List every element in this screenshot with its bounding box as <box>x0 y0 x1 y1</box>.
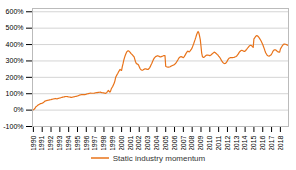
svg-text:1991: 1991 <box>38 135 45 150</box>
svg-text:500%: 500% <box>6 24 24 31</box>
svg-text:100%: 100% <box>6 90 24 97</box>
svg-text:2014: 2014 <box>241 135 248 150</box>
svg-text:2017: 2017 <box>268 135 275 150</box>
svg-text:0%: 0% <box>13 106 23 113</box>
svg-text:2005: 2005 <box>162 135 169 150</box>
svg-text:2006: 2006 <box>171 135 178 150</box>
svg-text:2016: 2016 <box>259 135 266 150</box>
svg-text:1994: 1994 <box>65 135 72 150</box>
svg-text:600%: 600% <box>6 8 24 15</box>
svg-text:1990: 1990 <box>30 135 37 150</box>
svg-text:400%: 400% <box>6 41 24 48</box>
svg-text:300%: 300% <box>6 57 24 64</box>
svg-text:2008: 2008 <box>188 135 195 150</box>
svg-text:1997: 1997 <box>91 135 98 150</box>
svg-text:2002: 2002 <box>135 135 142 150</box>
svg-text:1992: 1992 <box>47 135 54 150</box>
svg-text:1995: 1995 <box>74 135 81 150</box>
svg-text:-100%: -100% <box>3 123 23 130</box>
html-text:Static industry momentum: Static industry momentum <box>112 153 206 163</box>
svg-text:2003: 2003 <box>144 135 151 150</box>
svg-text:2004: 2004 <box>153 135 160 150</box>
svg-text:2000: 2000 <box>118 135 125 150</box>
svg-text:1998: 1998 <box>100 135 107 150</box>
svg-text:2011: 2011 <box>215 135 222 150</box>
svg-text:2013: 2013 <box>233 135 240 150</box>
svg-text:2015: 2015 <box>250 135 257 150</box>
svg-text:2007: 2007 <box>180 135 187 150</box>
svg-text:2018: 2018 <box>277 135 284 150</box>
svg-text:2012: 2012 <box>224 135 231 150</box>
svg-text:1996: 1996 <box>83 135 90 150</box>
svg-text:2001: 2001 <box>127 135 134 150</box>
svg-text:1999: 1999 <box>109 135 116 150</box>
svg-text:200%: 200% <box>6 74 24 81</box>
svg-text:1993: 1993 <box>56 135 63 150</box>
svg-text:2009: 2009 <box>197 135 204 150</box>
svg-text:2010: 2010 <box>206 135 213 150</box>
